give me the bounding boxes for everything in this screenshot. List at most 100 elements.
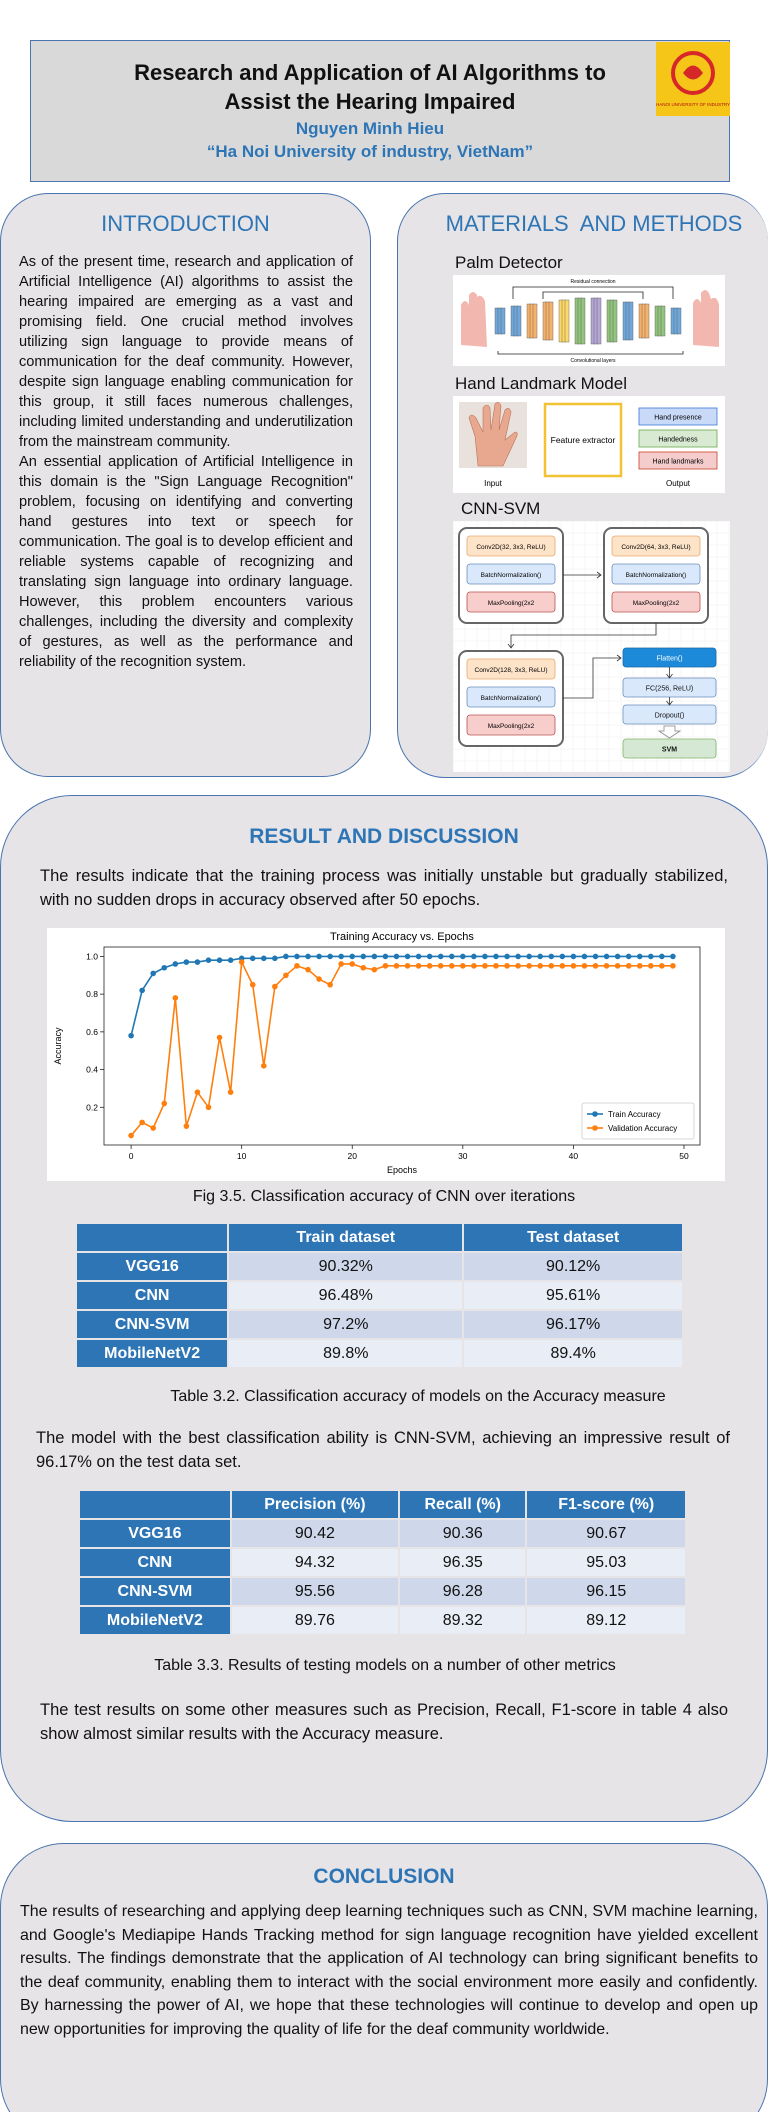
head-label: Flatten() — [656, 656, 682, 663]
data-point — [161, 1100, 168, 1107]
row-header: CNN — [77, 1282, 228, 1309]
figure-caption: Fig 3.5. Classification accuracy of CNN … — [192, 1188, 576, 1205]
data-point — [360, 953, 367, 960]
x-tick-label: 0 — [129, 1151, 134, 1161]
author: Nguyen Minh Hieu — [295, 119, 445, 138]
data-point — [471, 953, 477, 960]
table-row: VGG16 90.32% 90.12% — [77, 1253, 682, 1280]
legend-marker — [592, 1111, 598, 1117]
output-label: Handedness — [658, 437, 698, 444]
layer-label: MaxPooling(2x2 — [633, 600, 680, 607]
output-box — [638, 451, 718, 470]
residual-connection — [512, 286, 674, 299]
table-cell: 96.48% — [229, 1282, 463, 1309]
y-tick-label: 0.8 — [86, 989, 98, 999]
data-point — [349, 953, 356, 960]
row-header: CNN-SVM — [77, 1311, 228, 1338]
table-cell: 90.12% — [464, 1253, 682, 1280]
figure-label: Output — [666, 479, 691, 488]
data-point — [349, 961, 356, 967]
data-point — [172, 995, 179, 1001]
table-row: CNN 96.48% 95.61% — [77, 1282, 682, 1309]
data-point — [227, 957, 234, 963]
data-point — [570, 953, 577, 960]
conv-layer — [644, 303, 650, 339]
cnn-svm-title: CNN-SVM — [461, 499, 541, 518]
cnn-svm-figure: Conv2D(32, 3x3, ReLU) BatchNormalization(… — [453, 521, 730, 772]
palm-detector-figure: Residual connection Convolutional layers — [453, 275, 725, 366]
data-point — [249, 955, 256, 962]
head-label: Dropout() — [655, 713, 685, 720]
data-point — [161, 964, 168, 971]
data-point — [493, 953, 499, 960]
table-caption: Table 3.3. Results of testing models on … — [154, 1657, 616, 1674]
column-header: Test dataset — [464, 1224, 682, 1251]
layer-box — [466, 591, 556, 613]
logo-ring — [671, 51, 715, 95]
extractor-box — [543, 402, 623, 478]
arrow — [666, 667, 673, 679]
data-point — [260, 1063, 267, 1069]
data-point — [283, 953, 289, 960]
layer-box — [611, 591, 701, 613]
table-row: CNN-SVM 95.56 96.28 96.15 — [80, 1578, 685, 1605]
data-point — [305, 953, 311, 960]
data-point — [636, 963, 643, 969]
data-point — [581, 953, 588, 960]
layer-label: BatchNormalization() — [481, 695, 542, 702]
data-point — [437, 953, 444, 960]
column-header: Recall (%) — [400, 1491, 526, 1518]
data-point — [205, 957, 212, 963]
data-point — [448, 963, 455, 969]
table-row: VGG16 90.42 90.36 90.67 — [80, 1520, 685, 1547]
row-header: MobileNetV2 — [77, 1340, 228, 1367]
data-point — [659, 963, 665, 969]
legend-label: Train Accuracy — [608, 1110, 661, 1119]
layer-box — [466, 686, 556, 708]
table-cell: 95.03 — [527, 1549, 685, 1576]
data-point — [316, 953, 322, 960]
arrow — [563, 571, 602, 579]
data-point — [670, 963, 676, 969]
data-point — [172, 961, 179, 967]
data-point — [249, 981, 256, 988]
logo: HANOI UNIVERSITY OF INDUSTRY — [656, 42, 730, 116]
x-axis-label: Epochs — [387, 1165, 418, 1175]
layer-box — [611, 563, 701, 585]
hand-image — [461, 292, 487, 347]
data-point — [614, 963, 621, 969]
column-header: Train dataset — [229, 1224, 463, 1251]
data-point — [670, 953, 676, 960]
output-box — [638, 407, 718, 426]
data-point — [294, 953, 300, 960]
data-point — [415, 963, 422, 969]
data-point — [139, 987, 145, 994]
y-axis-label: Accuracy — [53, 1027, 63, 1065]
data-point — [139, 1119, 145, 1126]
methods-heading: MATERIALS AND METHODS — [445, 211, 743, 236]
table-row: MobileNetV2 89.76 89.32 89.12 — [80, 1607, 685, 1634]
data-point — [482, 953, 488, 960]
layer-label: Conv2D(128, 3x3, ReLU) — [475, 667, 548, 674]
data-point — [625, 963, 632, 969]
data-point — [272, 955, 278, 962]
figure-label: Residual connection — [570, 279, 615, 285]
affiliation: “Ha Noi University of industry, VietNam” — [206, 142, 534, 161]
data-point — [570, 963, 577, 969]
figure-label: Convolutional layers — [570, 358, 616, 364]
paragraph: An essential application of Artificial I… — [19, 454, 353, 670]
arrow — [507, 623, 657, 649]
layer-box — [466, 535, 556, 557]
results-heading: RESULT AND DISCUSSION — [249, 825, 519, 848]
data-point — [128, 1032, 134, 1039]
data-point — [327, 981, 333, 988]
data-point — [437, 963, 444, 969]
logo-emblem — [683, 65, 703, 80]
data-point — [183, 959, 190, 965]
table-cell: 89.4% — [464, 1340, 682, 1367]
palm-detector-title: Palm Detector — [455, 253, 563, 272]
table-cell: 90.32% — [229, 1253, 463, 1280]
data-point — [625, 953, 632, 960]
table-cell: 96.17% — [464, 1311, 682, 1338]
